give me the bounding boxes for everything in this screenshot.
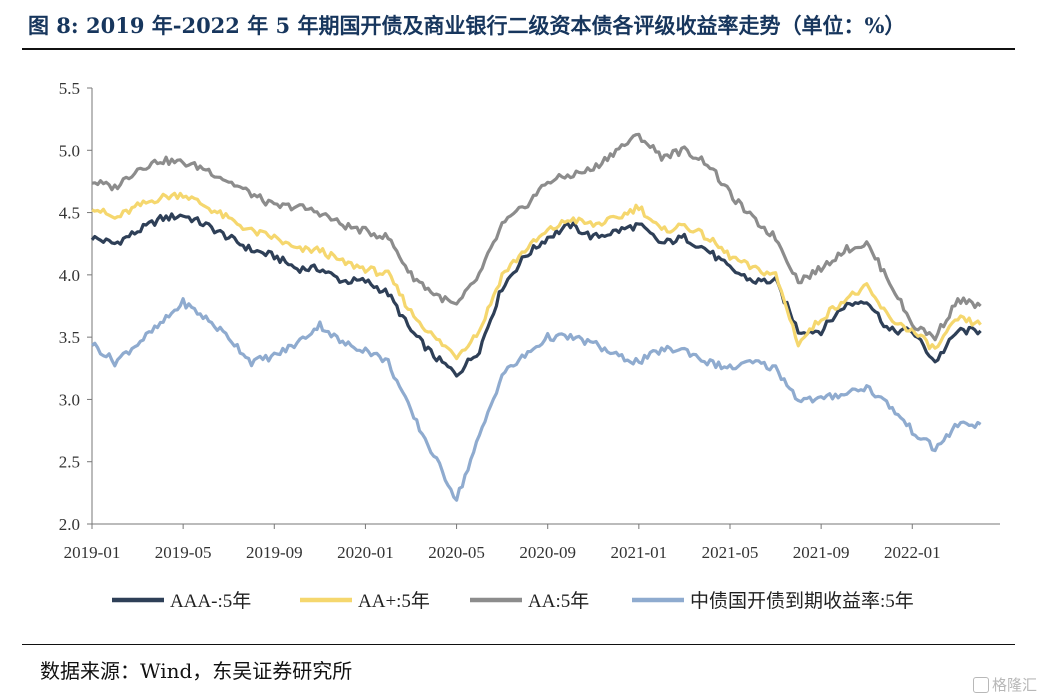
watermark: 格隆汇	[972, 674, 1037, 695]
y-tick-label: 2.0	[59, 515, 80, 534]
watermark-text: 格隆汇	[991, 676, 1037, 694]
x-tick-label: 2019-05	[155, 543, 212, 562]
x-tick-label: 2021-01	[611, 543, 668, 562]
legend-label: 中债国开债到期收益率:5年	[690, 590, 914, 612]
y-tick-label: 5.5	[59, 79, 80, 98]
series-line	[91, 297, 982, 502]
series-line	[90, 212, 982, 378]
top-rule	[22, 48, 1015, 50]
x-tick-label: 2021-05	[702, 543, 759, 562]
y-tick-label: 3.0	[59, 390, 80, 409]
x-tick-label: 2020-05	[428, 543, 485, 562]
bottom-rule	[22, 644, 1015, 645]
axes: 2.0 2.5 3.0 3.5 4.0 4.5 5.0 5.5 2019-01 2019-05 20…	[59, 79, 1000, 562]
y-tick-label: 5.0	[59, 141, 80, 160]
legend-label: AA+:5年	[358, 590, 430, 612]
source-note: 数据来源：Wind，东吴证券研究所	[40, 659, 353, 683]
legend-label: AA:5年	[528, 590, 589, 612]
x-tick-label: 2019-01	[64, 543, 121, 562]
x-tick-label: 2021-09	[793, 543, 850, 562]
legend-label: AAA-:5年	[170, 590, 251, 612]
line-chart: 2.0 2.5 3.0 3.5 4.0 4.5 5.0 5.5 2019-01 2019-05 20…	[59, 79, 1000, 612]
legend: AAA-:5年 AA+:5年 AA:5年 中债国开债到期收益率:5年	[112, 590, 914, 612]
watermark-logo-icon	[972, 676, 989, 693]
x-tick-label: 2020-01	[337, 543, 394, 562]
series-layer	[90, 132, 982, 502]
y-tick-label: 4.0	[59, 266, 80, 285]
y-tick-label: 2.5	[59, 453, 80, 472]
series-line	[91, 191, 982, 361]
x-tick-label: 2022-01	[884, 543, 941, 562]
x-tick-label: 2019-09	[246, 543, 303, 562]
x-tick-label: 2020-09	[519, 543, 576, 562]
y-tick-label: 3.5	[59, 328, 80, 347]
y-tick-label: 4.5	[59, 204, 80, 223]
series-line	[91, 132, 982, 342]
chart-title: 图 8: 2019 年-2022 年 5 年期国开债及商业银行二级资本债各评级收…	[28, 13, 906, 38]
